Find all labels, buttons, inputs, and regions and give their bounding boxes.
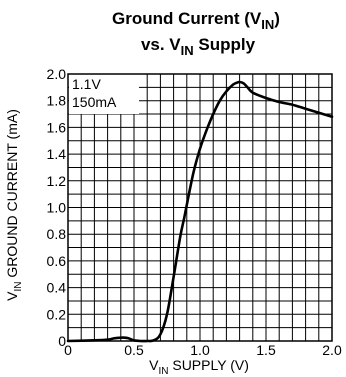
x-tick-labels: 0 0.5 1.0 1.5 2.0 [64,342,342,358]
chart-title-line1: Ground Current (VIN) [112,9,280,32]
y-tick-labels: 0 0.2 0.4 0.6 0.8 1.0 1.2 1.4 1.6 1.8 2.0 [47,66,67,349]
annotation-line2: 150mA [72,94,117,110]
y-tick-label: 0.8 [47,226,67,242]
y-tick-label: 0.6 [47,253,67,269]
y-tick-label: 0.2 [47,306,67,322]
plot-border [67,73,333,342]
y-tick-label: 2.0 [47,66,67,82]
x-tick-label: 1.5 [256,342,276,358]
y-tick-label: 1.4 [47,146,67,162]
x-tick-label: 0 [64,342,72,358]
y-tick-label: 1.2 [47,173,67,189]
x-tick-label: 1.0 [190,342,210,358]
y-tick-label: 1.6 [47,119,67,135]
annotation-box [69,74,139,114]
x-tick-label: 2.0 [322,342,342,358]
x-tick-label: 0.5 [124,342,144,358]
series-layer [66,80,334,343]
y-axis-label: VIN GROUND CURRENT (mA) [4,109,24,301]
y-tick-label: 0.4 [47,280,67,296]
series-line [66,80,334,343]
annotation-line1: 1.1V [72,76,101,92]
y-tick-label: 0 [58,333,66,349]
chart-title-line2: vs. VIN Supply [141,35,256,58]
y-tick-label: 1.8 [47,93,67,109]
x-axis-label: VIN SUPPLY (V) [149,357,249,377]
grid [68,74,332,341]
y-tick-label: 1.0 [47,200,67,216]
